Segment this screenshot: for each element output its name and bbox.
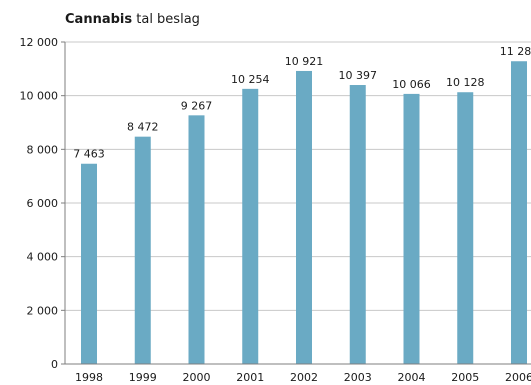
- x-tick-label: 2005: [451, 371, 479, 384]
- data-label: 10 397: [339, 69, 378, 82]
- y-tick-label: 8 000: [27, 143, 59, 156]
- x-tick-label: 2000: [183, 371, 211, 384]
- y-tick-label: 6 000: [27, 197, 59, 210]
- data-label: 10 066: [392, 78, 431, 91]
- data-label: 8 472: [127, 121, 159, 134]
- x-tick-label: 1999: [129, 371, 157, 384]
- data-label: 11 283: [500, 45, 531, 58]
- data-label: 10 128: [446, 76, 485, 89]
- x-tick-label: 2006: [505, 371, 531, 384]
- chart-title-rest: tal beslag: [136, 12, 200, 27]
- bars: [81, 61, 527, 365]
- bar: [296, 70, 312, 365]
- bar: [349, 85, 366, 365]
- y-tick-label: 2 000: [27, 304, 59, 317]
- bar: [457, 92, 474, 365]
- chart-title-strong: Cannabis: [65, 12, 133, 27]
- bar: [403, 93, 420, 365]
- y-tick-label: 10 000: [20, 90, 59, 103]
- bar: [242, 88, 259, 364]
- bar: [188, 115, 205, 364]
- data-label: 10 254: [231, 73, 270, 86]
- y-tick-label: 12 000: [20, 36, 59, 49]
- y-tick-label: 4 000: [27, 251, 59, 264]
- x-tick-label: 2002: [290, 371, 318, 384]
- x-tick-label: 1998: [75, 371, 103, 384]
- axes: [61, 41, 531, 365]
- x-tick-label: 2003: [344, 371, 372, 384]
- x-tick-label: 2004: [398, 371, 426, 384]
- x-tick-label: 2001: [236, 371, 264, 384]
- data-label: 10 921: [285, 55, 324, 68]
- labels: 0 2 000 4 000 6 000 8 000 10 000 12 000 7 463 19…: [20, 36, 531, 384]
- bar: [134, 136, 151, 364]
- bar: [511, 61, 527, 364]
- y-tick-label: 0: [51, 358, 58, 371]
- data-label: 9 267: [181, 99, 213, 112]
- data-label: 7 463: [73, 148, 105, 161]
- chart-title: Cannabis tal beslag: [65, 12, 200, 27]
- bar: [81, 163, 97, 364]
